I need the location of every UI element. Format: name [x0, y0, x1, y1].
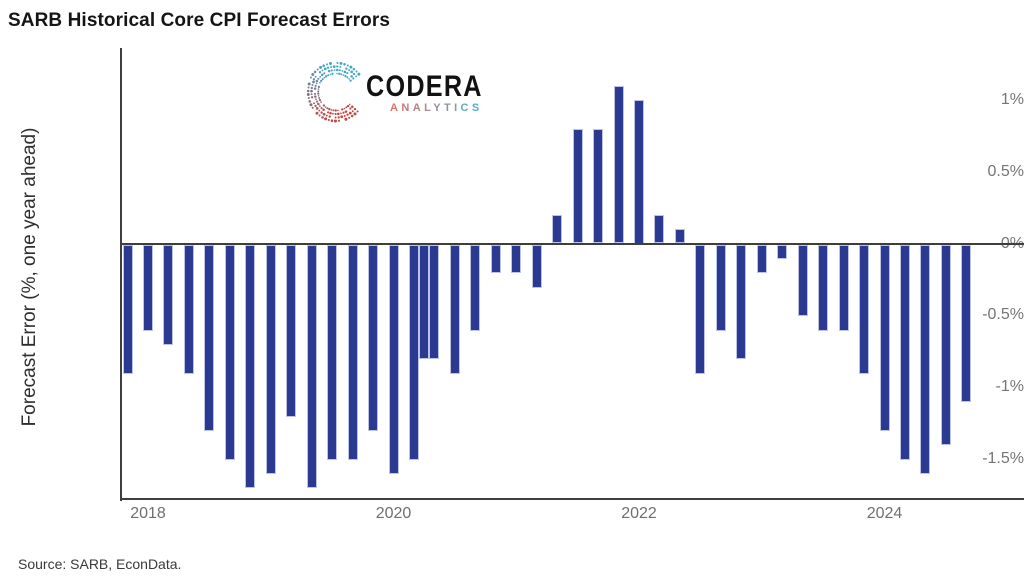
bar-2024-05 [920, 244, 931, 475]
y-axis-label: Forecast Error (%, one year ahead) [19, 127, 40, 427]
logo-subtitle-letter: Y [433, 102, 444, 114]
bar-2019-05 [306, 244, 317, 489]
bar-2023-01 [756, 244, 767, 274]
y-tick--1.5%: -1.5% [982, 449, 1024, 467]
bar-2024-07 [940, 244, 951, 446]
bar-2020-01 [388, 244, 399, 475]
bar-2023-03 [777, 244, 788, 259]
bar-2022-03 [654, 214, 665, 244]
bar-2022-07 [695, 244, 706, 374]
zero-baseline [120, 242, 1024, 245]
logo-subtitle-letter: L [424, 102, 434, 114]
y-axis-line [120, 48, 122, 501]
bar-2020-03 [408, 244, 419, 460]
logo-subtitle-letter: N [401, 102, 413, 114]
bar-2019-03 [286, 244, 297, 417]
logo-subtitle-letter: T [443, 102, 455, 114]
codera-logo: CODERA ANALYTICS [306, 56, 505, 126]
bar-2023-07 [818, 244, 829, 331]
bar-2018-09 [224, 244, 235, 460]
logo-wordmark: CODERA [366, 70, 483, 103]
bar-2022-11 [736, 244, 747, 360]
x-tick-2024: 2024 [866, 505, 903, 522]
bar-2023-11 [859, 244, 870, 374]
y-tick-0.5%: 0.5% [987, 162, 1024, 180]
bar-2018-01 [143, 244, 153, 331]
bar-2024-03 [899, 244, 910, 460]
source-note: Source: SARB, EconData. [18, 556, 182, 572]
codera-logo-text: CODERA ANALYTICS [366, 56, 505, 114]
bar-2020-04 [419, 244, 430, 360]
bar-2022-01 [634, 100, 644, 244]
y-tick--1%: -1% [995, 378, 1024, 395]
bar-2019-09 [347, 244, 358, 460]
bar-2020-05 [429, 244, 440, 360]
bar-2017-11 [122, 244, 133, 374]
bar-2024-01 [879, 244, 890, 432]
bar-2018-07 [204, 244, 215, 432]
bar-2021-01 [511, 244, 522, 274]
x-tick-2020: 2020 [375, 505, 412, 522]
bar-2018-05 [183, 244, 194, 374]
bar-2019-01 [265, 244, 276, 475]
x-axis-line [120, 498, 1024, 500]
codera-logo-c-icon [306, 61, 361, 123]
logo-subtitle-letter: S [471, 102, 483, 114]
bar-2018-11 [245, 244, 256, 489]
bar-2021-09 [593, 128, 604, 244]
bar-2021-07 [572, 128, 583, 244]
bar-2021-11 [613, 85, 624, 244]
bar-2020-07 [449, 244, 460, 374]
logo-subtitle-letter: C [460, 102, 472, 114]
bar-2019-11 [368, 244, 379, 432]
logo-subtitle-letter: A [412, 102, 425, 114]
bar-2023-09 [838, 244, 849, 331]
bar-2020-09 [470, 244, 481, 331]
bar-2021-05 [552, 214, 563, 244]
bar-2024-09 [961, 244, 972, 403]
bar-2021-03 [531, 244, 542, 288]
y-tick-1%: 1% [1000, 91, 1024, 108]
bar-2019-07 [327, 244, 338, 460]
x-tick-2022: 2022 [621, 505, 657, 522]
bar-2018-03 [163, 244, 174, 345]
bar-2022-05 [674, 229, 685, 244]
logo-subtitle: ANALYTICS [390, 103, 505, 114]
chart-title: SARB Historical Core CPI Forecast Errors [8, 10, 391, 31]
bar-2020-11 [490, 244, 501, 274]
x-tick-2018: 2018 [130, 505, 166, 522]
logo-subtitle-letter: A [390, 102, 402, 114]
y-tick--0.5%: -0.5% [982, 306, 1024, 324]
logo-subtitle-letter: I [454, 102, 461, 114]
bar-2023-05 [797, 244, 808, 317]
bar-2022-09 [715, 244, 726, 331]
